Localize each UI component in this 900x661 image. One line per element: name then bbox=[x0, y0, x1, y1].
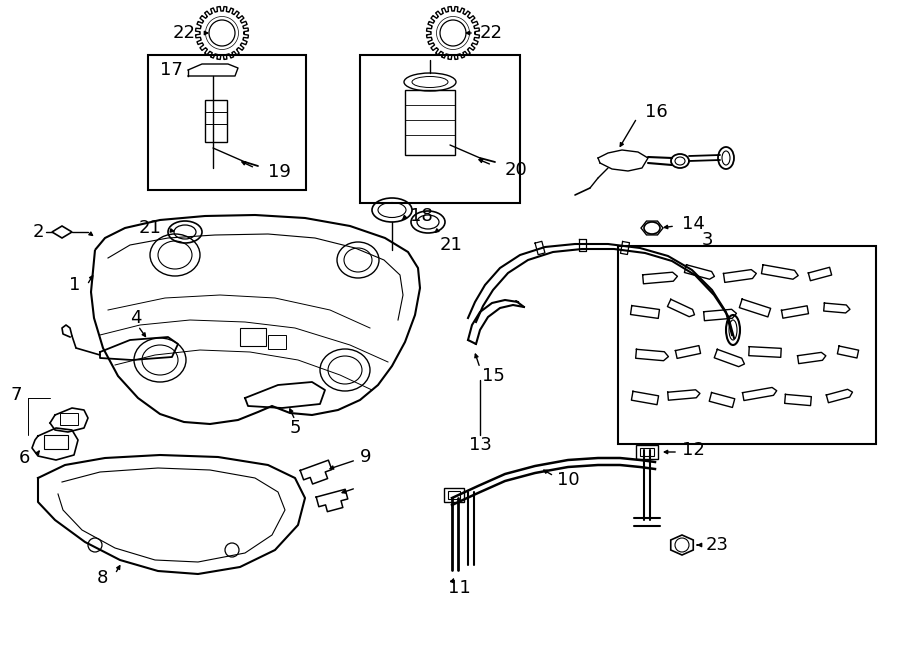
Bar bbox=[44, 435, 68, 449]
Text: 22: 22 bbox=[173, 24, 196, 42]
Text: 22: 22 bbox=[480, 24, 503, 42]
Bar bbox=[636, 445, 658, 459]
Text: 6: 6 bbox=[19, 449, 30, 467]
Bar bbox=[205, 100, 227, 142]
Text: 16: 16 bbox=[645, 103, 668, 121]
Text: 15: 15 bbox=[482, 367, 505, 385]
Text: 2: 2 bbox=[32, 223, 44, 241]
Text: 18: 18 bbox=[410, 207, 433, 225]
Text: 21: 21 bbox=[440, 236, 463, 254]
Text: 12: 12 bbox=[682, 441, 705, 459]
Text: 3: 3 bbox=[702, 231, 714, 249]
Text: 1: 1 bbox=[68, 276, 80, 294]
Text: 17: 17 bbox=[160, 61, 183, 79]
Text: 10: 10 bbox=[557, 471, 580, 489]
Bar bbox=[618, 246, 876, 444]
Text: 8: 8 bbox=[96, 569, 108, 587]
Bar bbox=[268, 335, 286, 349]
Bar bbox=[448, 491, 460, 499]
Bar bbox=[60, 413, 78, 425]
Bar bbox=[405, 90, 455, 155]
Text: 11: 11 bbox=[448, 579, 471, 597]
Text: 14: 14 bbox=[682, 215, 705, 233]
Bar bbox=[640, 448, 654, 456]
Text: 9: 9 bbox=[360, 448, 372, 466]
Text: 13: 13 bbox=[469, 436, 491, 454]
Text: 7: 7 bbox=[11, 386, 22, 404]
Text: 20: 20 bbox=[505, 161, 527, 179]
Text: 4: 4 bbox=[130, 309, 141, 327]
Bar bbox=[148, 55, 306, 190]
Text: 23: 23 bbox=[706, 536, 729, 554]
Bar bbox=[360, 55, 520, 203]
Text: 21: 21 bbox=[140, 219, 162, 237]
Bar bbox=[240, 328, 266, 346]
Text: 19: 19 bbox=[268, 163, 291, 181]
Bar bbox=[444, 488, 464, 502]
Text: 5: 5 bbox=[289, 419, 301, 437]
